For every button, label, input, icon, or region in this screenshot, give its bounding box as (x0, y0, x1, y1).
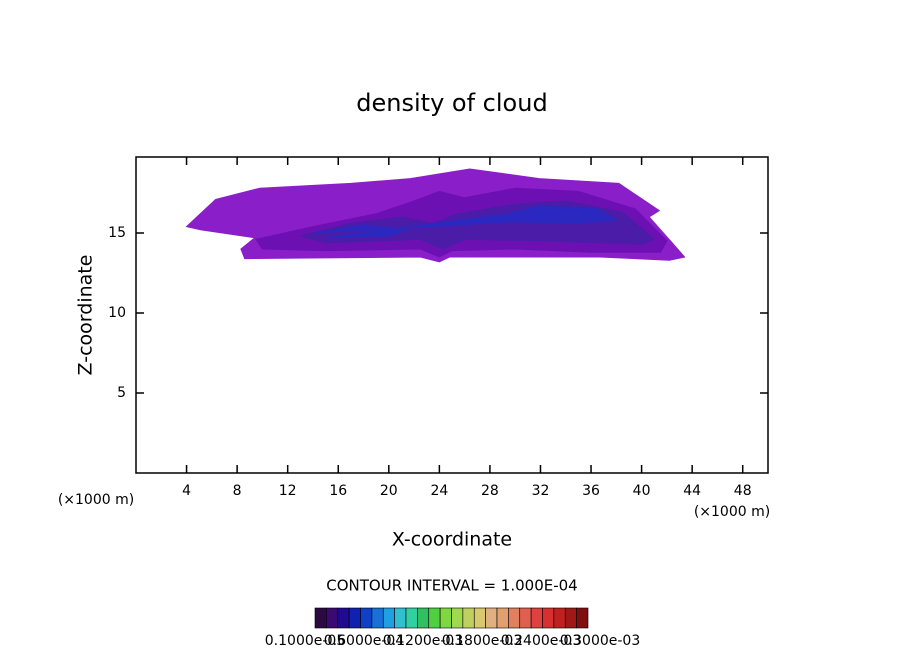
x-tick-label: 16 (329, 483, 347, 499)
colorbar-cell (348, 607, 361, 629)
colorbar-cell (314, 607, 327, 629)
x-axis-title: X-coordinate (392, 529, 512, 551)
colorbar-cell (417, 607, 430, 629)
colorbar-label: 0.1800e-03 (442, 633, 522, 649)
x-tick-label: 12 (279, 483, 297, 499)
colorbar-cell (382, 607, 395, 629)
colorbar-label: 0.6000e-04 (324, 633, 405, 649)
colorbar-label: 0.3000e-03 (560, 633, 640, 649)
colorbar-cell (530, 607, 543, 629)
colorbar-cell (519, 607, 532, 629)
colorbar-cell (462, 607, 475, 629)
contour-note: CONTOUR INTERVAL = 1.000E-04 (326, 577, 577, 595)
colorbar-cell (451, 607, 464, 629)
colorbar-cell (576, 607, 589, 629)
plot-frame (135, 156, 769, 474)
x-tick-label: 8 (233, 483, 242, 499)
x-tick-label: 28 (481, 483, 499, 499)
y-tick-label: 10 (108, 305, 126, 321)
colorbar-cell (473, 607, 486, 629)
colorbar-cell (439, 607, 452, 629)
chart-title: density of cloud (356, 89, 547, 117)
colorbar-cell (360, 607, 373, 629)
x-tick-label: 44 (683, 483, 701, 499)
x-unit-label: (×1000 m) (694, 504, 770, 520)
contour-region (312, 205, 618, 239)
x-tick-label: 48 (734, 483, 752, 499)
colorbar-cell (564, 607, 577, 629)
y-tick-label: 5 (117, 385, 126, 401)
colorbar-label: 0.2400e-03 (501, 633, 581, 649)
y-axis-title: Z-coordinate (75, 255, 97, 376)
colorbar-cell (326, 607, 339, 629)
x-tick-label: 4 (182, 483, 191, 499)
x-tick-label: 32 (532, 483, 550, 499)
colorbar-cell (371, 607, 384, 629)
x-tick-label: 24 (430, 483, 448, 499)
colorbar-cell (394, 607, 407, 629)
colorbar-cell (496, 607, 509, 629)
colorbar-cell (405, 607, 418, 629)
x-unit-label: (×1000 m) (58, 492, 134, 508)
colorbar-cell (553, 607, 566, 629)
colorbar-cell (485, 607, 498, 629)
colorbar-cell (542, 607, 555, 629)
x-tick-label: 40 (633, 483, 651, 499)
colorbar-label: 0.1200e-03 (383, 633, 463, 649)
y-tick-label: 15 (108, 225, 126, 241)
colorbar-label: 0.1000e-05 (265, 633, 345, 649)
x-tick-label: 20 (380, 483, 398, 499)
colorbar-cell (337, 607, 350, 629)
colorbar-cell (428, 607, 441, 629)
x-tick-label: 36 (582, 483, 600, 499)
colorbar-cell (508, 607, 521, 629)
